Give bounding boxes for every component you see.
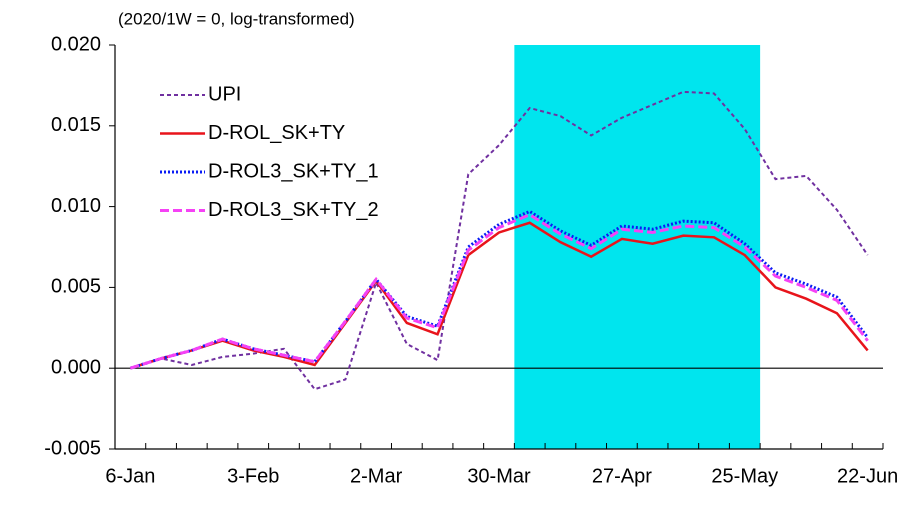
x-tick-label: 30-Mar bbox=[467, 465, 531, 487]
legend-label: D-ROL_SK+TY bbox=[208, 122, 345, 144]
x-tick-label: 2-Mar bbox=[350, 465, 403, 487]
highlight-band bbox=[514, 45, 761, 449]
legend-label: UPI bbox=[208, 83, 241, 105]
y-tick-label: 0.000 bbox=[51, 356, 101, 378]
y-tick-label: -0.005 bbox=[44, 437, 101, 459]
x-tick-label: 6-Jan bbox=[105, 465, 155, 487]
series-line bbox=[129, 212, 869, 370]
x-tick-label: 22-Jun bbox=[837, 465, 898, 487]
y-tick-label: 0.020 bbox=[51, 33, 101, 55]
series-line bbox=[129, 209, 869, 370]
annotation: (2020/1W = 0, log-transformed) bbox=[118, 9, 355, 28]
legend-label: D-ROL3_SK+TY_1 bbox=[208, 160, 379, 182]
series-line bbox=[129, 221, 869, 370]
series-line bbox=[130, 90, 869, 391]
x-tick-label: 3-Feb bbox=[227, 465, 279, 487]
x-tick-label: 25-May bbox=[711, 465, 778, 487]
y-tick-label: 0.005 bbox=[51, 276, 101, 298]
legend-label: D-ROL3_SK+TY_2 bbox=[208, 199, 379, 221]
y-tick-label: 0.015 bbox=[51, 114, 101, 136]
y-tick-label: 0.010 bbox=[51, 195, 101, 217]
x-tick-label: 27-Apr bbox=[592, 465, 652, 487]
